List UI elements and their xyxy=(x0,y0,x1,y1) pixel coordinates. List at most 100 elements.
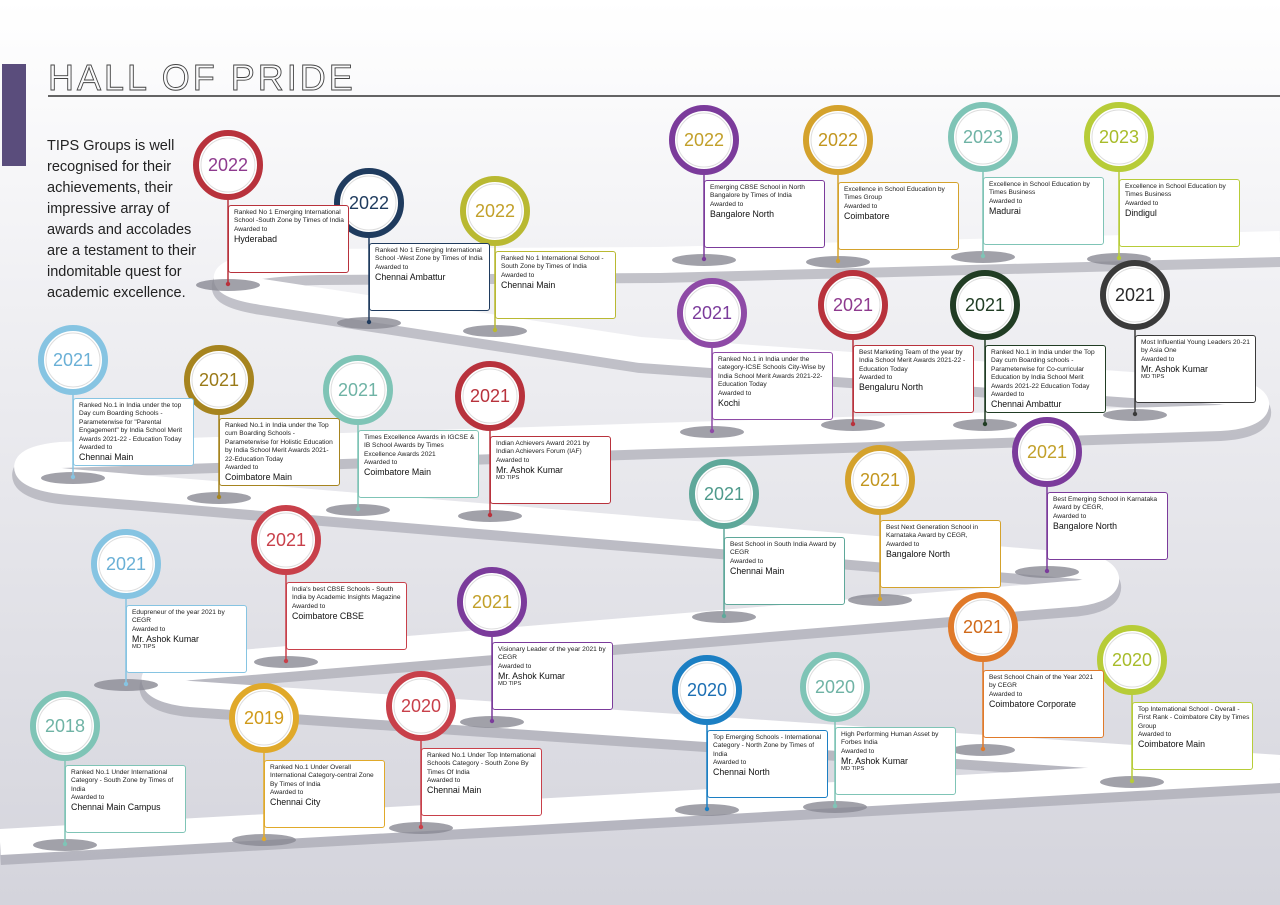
awarded-label: Awarded to xyxy=(718,389,752,397)
year: 2022 xyxy=(475,201,515,221)
year-ring-inner xyxy=(825,277,881,333)
year-ring xyxy=(229,683,299,753)
awarded-label: Awarded to xyxy=(841,747,875,755)
year-ring xyxy=(30,691,100,761)
award-card: Top International School - Overall - Fir… xyxy=(1132,702,1253,770)
award-description: Ranked No 1 Emerging International Schoo… xyxy=(375,247,483,263)
pin-dot xyxy=(701,256,707,262)
award-card: Ranked No.1 in India under the top Day c… xyxy=(73,398,194,466)
award-marker: 2021 xyxy=(950,270,1020,431)
year: 2021 xyxy=(833,295,873,315)
award-card: High Performing Human Asset by Forbes In… xyxy=(835,727,956,795)
recipient: Chennai Main xyxy=(501,279,556,290)
award-description: Best School in South India Award by CEGR xyxy=(730,541,837,557)
awarded-label: Awarded to xyxy=(991,391,1025,399)
year-ring-inner xyxy=(807,659,863,715)
title: HALL OF PRIDE xyxy=(48,57,356,98)
awarded-label: Awarded to xyxy=(1053,512,1087,520)
recipient: Chennai Main Campus xyxy=(71,802,161,813)
award-marker: 2022 xyxy=(334,168,404,329)
recipient: Madurai xyxy=(989,205,1021,216)
awarded-label: Awarded to xyxy=(989,197,1023,205)
recipient-role: MD TIPS xyxy=(841,765,865,772)
awarded-label: Awarded to xyxy=(234,225,268,233)
award-description: Times Excellence Awards in IGCSE & IB Sc… xyxy=(364,434,475,458)
award-marker: 2020 xyxy=(1097,625,1167,788)
year-ring xyxy=(669,105,739,175)
award-card: Excellence in School Education by Times … xyxy=(1119,179,1240,247)
year: 2020 xyxy=(401,696,441,716)
pin-dot xyxy=(225,281,231,287)
award-marker: 2021 xyxy=(184,345,254,504)
awarded-label: Awarded to xyxy=(132,625,166,633)
recipient: Coimbatore xyxy=(844,210,890,221)
year-ring xyxy=(386,671,456,741)
award-marker: 2018 xyxy=(30,691,100,851)
awarded-label: Awarded to xyxy=(270,789,304,797)
year-ring xyxy=(323,355,393,425)
year-ring xyxy=(455,361,525,431)
award-card: Best School Chain of the Year 2021 by CE… xyxy=(983,670,1104,738)
award-description: Ranked No.1 in India under the top Day c… xyxy=(79,402,183,443)
recipient: Coimbatore Main xyxy=(364,467,431,478)
pin-dot xyxy=(489,718,495,724)
year: 2021 xyxy=(470,386,510,406)
award-marker: 2021 xyxy=(455,361,525,522)
year-ring xyxy=(457,567,527,637)
awarded-label: Awarded to xyxy=(501,271,535,279)
year-ring-inner xyxy=(467,183,523,239)
award-card: Times Excellence Awards in IGCSE & IB Sc… xyxy=(358,430,479,498)
award-description: Excellence in School Education by Times … xyxy=(1125,183,1226,199)
award-description: Top International School - Overall - Fir… xyxy=(1138,706,1250,730)
recipient: Kochi xyxy=(718,397,741,408)
recipient: Chennai Ambattur xyxy=(375,271,446,282)
pin-dot xyxy=(832,803,838,809)
award-card: Top Emerging Schools - International Cat… xyxy=(707,730,828,798)
pin-dot xyxy=(980,253,986,259)
year: 2021 xyxy=(338,380,378,400)
year-ring xyxy=(689,459,759,529)
year-ring-inner xyxy=(955,109,1011,165)
year-ring-inner xyxy=(676,112,732,168)
year: 2021 xyxy=(199,370,239,390)
year-ring xyxy=(334,168,404,238)
award-card: Best Marketing Team of the year by India… xyxy=(853,345,974,413)
pin-dot xyxy=(62,841,68,847)
year-ring xyxy=(91,529,161,599)
award-card: Ranked No.1 in India under the Top Day c… xyxy=(985,345,1106,413)
awarded-label: Awarded to xyxy=(713,759,747,767)
award-card: Excellence in School Education by Times … xyxy=(838,182,959,250)
pin-dot xyxy=(709,428,715,434)
recipient-role: MD TIPS xyxy=(132,643,156,650)
year-ring-inner xyxy=(45,332,101,388)
year: 2022 xyxy=(818,130,858,150)
year-ring-inner xyxy=(191,352,247,408)
pin-dot xyxy=(261,836,267,842)
year-ring-inner xyxy=(1104,632,1160,688)
award-marker: 2022 xyxy=(460,176,530,337)
year: 2021 xyxy=(472,592,512,612)
year-ring-inner xyxy=(236,690,292,746)
award-card: Indian Achievers Award 2021 by Indian Ac… xyxy=(490,436,611,504)
pin-dot xyxy=(487,512,493,518)
pin-dot xyxy=(216,494,222,500)
year: 2021 xyxy=(1027,442,1067,462)
recipient: Chennai Main xyxy=(427,785,482,796)
award-description: Ranked No.1 Under Top International Scho… xyxy=(427,752,536,776)
award-marker: 2021 xyxy=(948,592,1018,756)
award-card: Best Emerging School in Karnataka Award … xyxy=(1047,492,1168,560)
year: 2020 xyxy=(687,680,727,700)
recipient: Bangalore North xyxy=(886,548,951,559)
recipient: Mr. Ashok Kumar xyxy=(1141,363,1208,374)
year-ring xyxy=(38,325,108,395)
pin-dot xyxy=(982,421,988,427)
award-card: Emerging CBSE School in North Bangalore … xyxy=(704,180,825,248)
year-ring xyxy=(672,655,742,725)
award-description: India's best CBSE Schools - South India … xyxy=(292,586,401,602)
year-ring xyxy=(460,176,530,246)
year: 2021 xyxy=(860,470,900,490)
recipient: Mr. Ashok Kumar xyxy=(841,755,908,766)
award-description: Ranked No.1 Under International Category… xyxy=(71,769,174,793)
pin-dot xyxy=(1129,778,1135,784)
